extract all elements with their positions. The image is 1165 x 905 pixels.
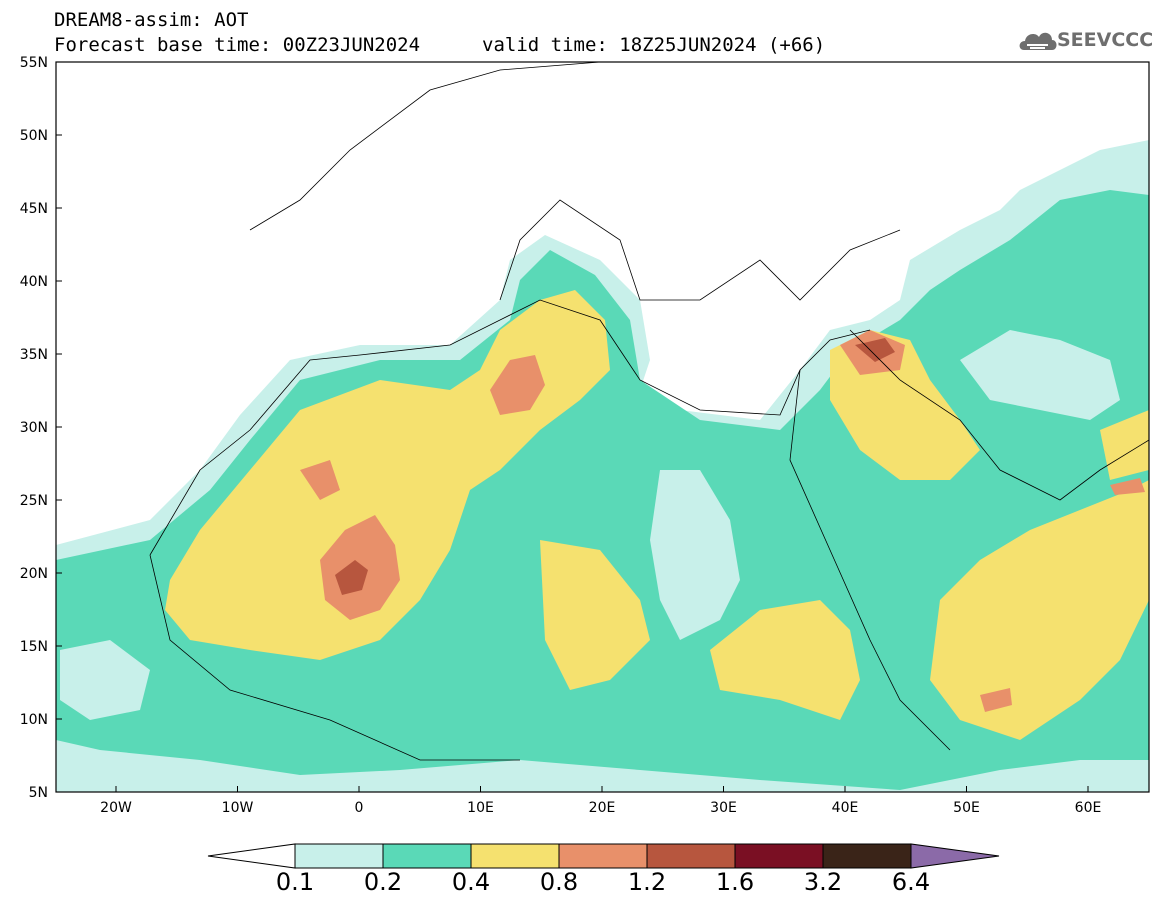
aot-field (56, 62, 1149, 792)
lat-label: 15N (20, 639, 48, 655)
aot-contour-0.1-inner (650, 470, 740, 640)
valid-time: valid time: 18Z25JUN2024 (+66) (482, 34, 826, 56)
lat-label: 40N (20, 274, 48, 290)
colorbar-label: 1.2 (627, 868, 667, 896)
colorbar-under-arrow (207, 843, 296, 869)
lat-label: 55N (20, 55, 48, 71)
lon-label: 20E (589, 800, 616, 816)
colorbar-segment (822, 843, 912, 869)
lat-label: 45N (20, 201, 48, 217)
lat-label: 10N (20, 712, 48, 728)
lat-label: 30N (20, 420, 48, 436)
lon-label: 40E (832, 800, 859, 816)
colorbar-label: 0.2 (363, 868, 403, 896)
aot-contour-0.4 (710, 600, 860, 720)
colorbar-segment (382, 843, 472, 869)
colorbar-label: 6.4 (891, 868, 931, 896)
lat-label: 35N (20, 347, 48, 363)
aot-contour-1.2 (335, 560, 368, 595)
aot-contour-0.4 (930, 480, 1149, 740)
map-title: DREAM8-assim: AOT (54, 9, 249, 31)
aot-contour-0.8 (490, 355, 545, 415)
lon-label: 60E (1075, 800, 1102, 816)
aot-contour-0.4 (540, 540, 650, 690)
colorbar-label: 0.1 (275, 868, 315, 896)
colorbar-segment (558, 843, 648, 869)
colorbar-segment (470, 843, 560, 869)
colorbar-label: 1.6 (715, 868, 755, 896)
lat-label: 20N (20, 566, 48, 582)
lon-label: 20W (100, 800, 132, 816)
lon-label: 50E (953, 800, 980, 816)
aot-contour-0.1-inner (60, 640, 150, 720)
colorbar-segment (734, 843, 824, 869)
colorbar-over-arrow (910, 843, 1000, 869)
lat-label: 5N (29, 785, 48, 801)
aot-contour-1.2 (855, 338, 895, 362)
aot-contour-0.1-inner (960, 330, 1120, 420)
colorbar-label: 0.4 (451, 868, 491, 896)
logo-text: SEEVCCC (1057, 29, 1154, 51)
colorbar (207, 843, 1000, 869)
lat-label: 25N (20, 493, 48, 509)
aot-contour-0.8 (1110, 478, 1145, 495)
coastlines (149, 62, 1149, 761)
cloud-icon (1019, 32, 1057, 50)
colorbar-label: 0.8 (539, 868, 579, 896)
lat-label: 50N (20, 128, 48, 144)
lon-label: 0 (355, 800, 364, 816)
lon-label: 30E (710, 800, 737, 816)
lat-axis: 55N 50N 45N 40N 35N 30N 25N 20N 15N 10N 5N (20, 55, 62, 801)
colorbar-label: 3.2 (803, 868, 843, 896)
lon-label: 10W (222, 800, 254, 816)
base-time: Forecast base time: 00Z23JUN2024 (54, 34, 421, 56)
colorbar-segment (294, 843, 384, 869)
lon-axis: 20W 10W 0 10E 20E 30E 40E 50E 60E (100, 786, 1101, 816)
aot-contour-0.8 (300, 460, 340, 500)
colorbar-segment (646, 843, 736, 869)
aot-contour-0.8 (980, 688, 1012, 712)
lon-label: 10E (467, 800, 494, 816)
